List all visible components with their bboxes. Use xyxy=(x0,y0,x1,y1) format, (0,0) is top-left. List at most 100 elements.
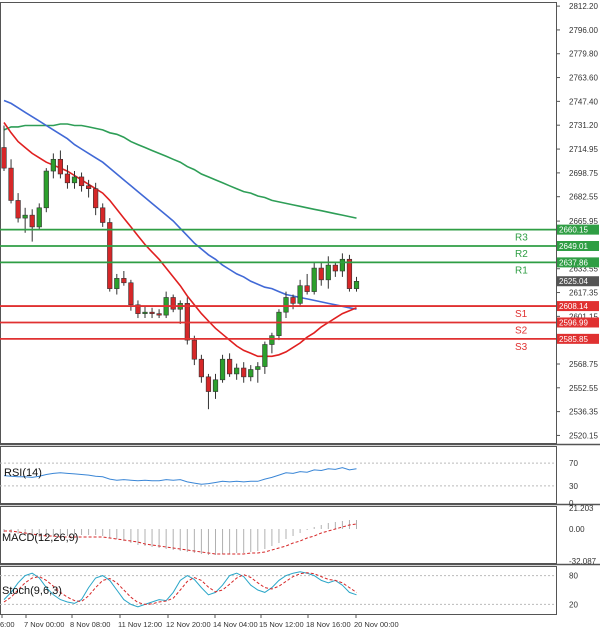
candle-body xyxy=(100,207,106,223)
level-price-label: 2608.14 xyxy=(559,302,588,311)
macd-tick-label: 0.00 xyxy=(569,525,585,534)
candle-body xyxy=(8,167,14,201)
candle-body xyxy=(248,369,254,378)
candle xyxy=(121,271,127,286)
x-tick-label: 7 Nov 00:00 xyxy=(24,620,64,629)
candle xyxy=(248,365,254,382)
candle xyxy=(36,203,42,230)
last-price-label: 2625.04 xyxy=(559,277,588,286)
macd-tick-label: -32.087 xyxy=(569,557,597,566)
y-tick-label: 2714.95 xyxy=(569,145,598,154)
candle-body xyxy=(22,214,28,219)
candle-body xyxy=(205,376,212,392)
stoch-tick-label: 80 xyxy=(569,572,578,581)
candle-body xyxy=(325,264,331,281)
candle-body xyxy=(170,297,176,310)
candle-body xyxy=(121,278,127,284)
stoch-line xyxy=(3,572,357,605)
candle xyxy=(142,306,148,319)
candle xyxy=(78,172,85,192)
level-price-tag xyxy=(557,301,599,312)
candle xyxy=(156,309,162,319)
candle xyxy=(311,262,317,295)
y-tick-label: 2731.20 xyxy=(569,121,598,130)
x-tick-label: 18 Nov 16:00 xyxy=(306,620,351,629)
candle xyxy=(57,150,63,179)
candle xyxy=(135,300,141,319)
candle xyxy=(43,168,49,213)
rsi-title: RSI(14) xyxy=(4,467,42,479)
y-tick-label: 2812.20 xyxy=(569,2,598,11)
level-price-tag xyxy=(557,241,599,252)
candle xyxy=(227,353,233,377)
level-price-label: 2649.01 xyxy=(559,242,588,251)
candle-body xyxy=(78,176,85,187)
candle xyxy=(29,209,35,242)
candle xyxy=(276,309,282,341)
level-price-label: 2660.15 xyxy=(559,226,588,235)
level-price-tag xyxy=(557,333,599,344)
y-tick-label: 2520.15 xyxy=(569,431,598,440)
candle-body xyxy=(255,366,261,370)
candle-body xyxy=(346,258,353,289)
candle-body xyxy=(50,158,56,172)
y-tick-label: 2665.95 xyxy=(569,217,598,226)
rsi-tick-label: 0 xyxy=(569,499,574,508)
y-tick-label: 2779.80 xyxy=(569,50,598,59)
y-tick-label: 2536.35 xyxy=(569,408,598,417)
x-tick-label: 11 Nov 12:00 xyxy=(118,620,162,629)
candle xyxy=(304,273,310,295)
level-name-s2: S2 xyxy=(515,325,528,336)
candle xyxy=(283,291,289,319)
candle-body xyxy=(212,379,219,392)
y-tick-label: 2568.75 xyxy=(569,360,598,369)
candle xyxy=(71,171,78,189)
candle xyxy=(22,207,28,233)
level-name-r1: R1 xyxy=(515,265,528,276)
candle-body xyxy=(114,278,120,289)
y-tick-label: 2747.40 xyxy=(569,97,598,106)
stoch-title: Stoch(9,6,3) xyxy=(2,585,62,597)
candle-body xyxy=(135,304,141,314)
y-tick-label: 2617.35 xyxy=(569,289,598,298)
x-tick-label: 6:00 xyxy=(0,620,15,629)
stoch-tick-label: 20 xyxy=(569,600,578,609)
candle-body xyxy=(304,285,310,292)
candle xyxy=(297,279,303,307)
candle-body xyxy=(1,147,7,169)
candle xyxy=(262,341,268,374)
candle-body xyxy=(64,173,71,184)
candle-body xyxy=(36,207,42,228)
candle xyxy=(8,159,14,204)
panel-frame-price xyxy=(0,2,557,444)
candle-body xyxy=(71,176,78,184)
candle-body xyxy=(93,188,99,209)
level-name-s3: S3 xyxy=(515,342,528,353)
candle-body xyxy=(283,297,289,313)
level-price-tag xyxy=(557,317,599,328)
candle-body xyxy=(227,358,233,375)
candle-body xyxy=(149,311,155,314)
macd-tick-label: 21.203 xyxy=(569,504,594,513)
y-tick-label: 2796.00 xyxy=(569,26,598,35)
level-price-label: 2596.99 xyxy=(559,318,588,327)
last-price-tag xyxy=(557,276,599,287)
x-tick-label: 12 Nov 20:00 xyxy=(166,620,211,629)
candle xyxy=(241,362,247,383)
candle xyxy=(269,332,275,354)
candle xyxy=(198,354,205,383)
y-tick-label: 2698.75 xyxy=(569,169,598,178)
candle-body xyxy=(43,170,49,209)
candle xyxy=(114,273,120,295)
x-tick-label: 20 Nov 00:00 xyxy=(354,620,399,629)
level-name-s1: S1 xyxy=(515,309,528,320)
candle xyxy=(100,203,106,227)
candle-body xyxy=(198,358,205,378)
level-name-r2: R2 xyxy=(515,249,528,260)
y-tick-label: 2682.55 xyxy=(569,193,598,202)
x-tick-label: 15 Nov 12:00 xyxy=(259,620,304,629)
candle-body xyxy=(353,280,360,289)
candle-body xyxy=(269,335,275,345)
rsi-tick-label: 70 xyxy=(569,459,578,468)
macd-signal-line xyxy=(4,523,357,555)
